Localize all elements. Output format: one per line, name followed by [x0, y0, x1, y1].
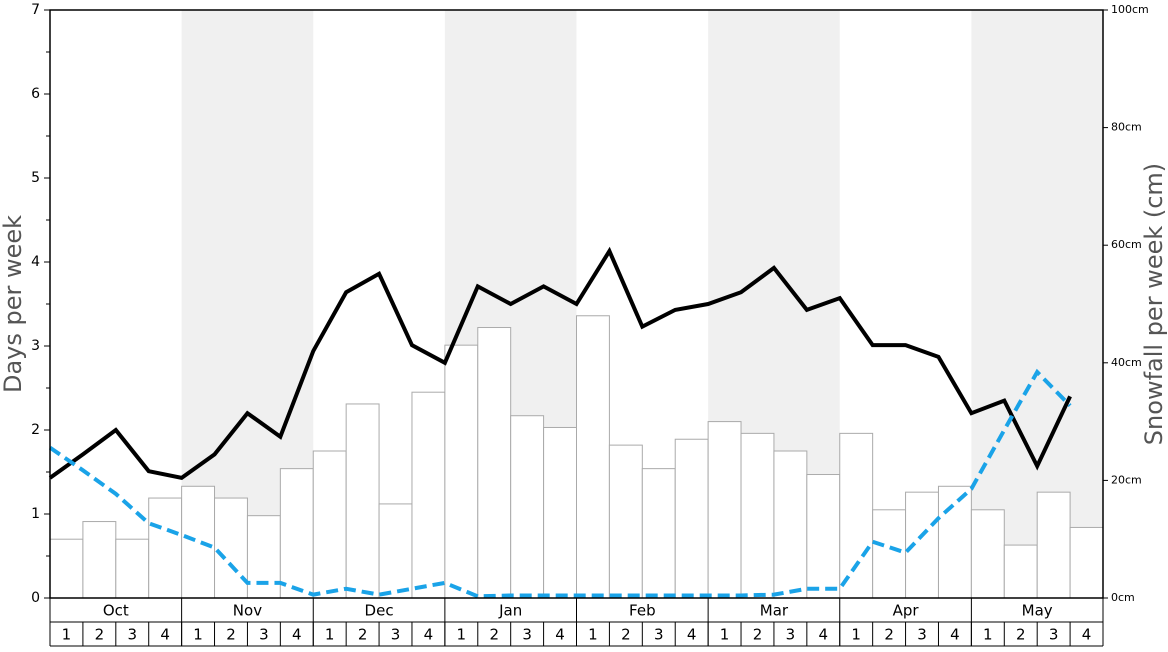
x-tick-label: 4	[950, 626, 960, 644]
y-tick-label: 5	[31, 170, 40, 186]
bar	[740, 432, 775, 599]
x-tick-label: 2	[358, 626, 368, 644]
bar	[411, 391, 446, 599]
x-tick-label: 3	[654, 626, 664, 644]
bar	[1036, 491, 1071, 599]
y2-tick-label: 40cm	[1111, 356, 1142, 369]
month-label: Oct	[103, 602, 129, 620]
x-tick-label: 2	[753, 626, 763, 644]
line	[48, 246, 1072, 481]
bar	[378, 503, 413, 599]
x-tick-label: 1	[851, 626, 861, 644]
bar	[937, 485, 972, 599]
x-tick-label: 3	[259, 626, 269, 644]
y2-tick-label: 20cm	[1111, 473, 1142, 486]
x-tick-label: 1	[588, 626, 598, 644]
bar	[510, 415, 545, 599]
y2-tick-label: 80cm	[1111, 121, 1142, 134]
x-tick-label: 4	[555, 626, 565, 644]
bar	[641, 468, 676, 599]
y-tick-label: 3	[31, 338, 40, 354]
month-label: May	[1022, 602, 1053, 620]
month-label: Apr	[893, 602, 920, 620]
bar	[214, 497, 248, 599]
x-tick-label: 4	[424, 626, 434, 644]
month-label: Nov	[233, 602, 262, 620]
x-tick-label: 1	[193, 626, 203, 644]
x-tick-label: 4	[1082, 626, 1092, 644]
x-tick-label: 3	[127, 626, 137, 644]
x-tick-label: 1	[720, 626, 730, 644]
bar	[477, 327, 512, 599]
x-tick-label: 4	[160, 626, 170, 644]
y-tick-label: 4	[31, 254, 40, 270]
y2-axis-label: Snowfall per week (cm)	[1140, 163, 1168, 445]
x-tick-label: 1	[457, 626, 467, 644]
bar	[707, 421, 742, 599]
bar	[181, 485, 216, 599]
y-tick-label: 1	[31, 506, 40, 522]
x-tick-label: 2	[621, 626, 631, 644]
bar	[773, 450, 808, 599]
bar	[246, 515, 281, 599]
bar	[82, 521, 117, 599]
bar	[1069, 526, 1104, 599]
y-tick-label: 0	[31, 590, 40, 606]
bar	[279, 468, 314, 599]
x-tick-label: 3	[786, 626, 796, 644]
y2-tick-label: 100cm	[1111, 3, 1149, 16]
x-tick-label: 4	[292, 626, 302, 644]
x-tick-label: 3	[917, 626, 927, 644]
y-axis-label: Days per week	[0, 215, 27, 393]
y-tick-label: 2	[31, 422, 40, 438]
x-tick-label: 3	[1049, 626, 1059, 644]
x-tick-label: 2	[226, 626, 236, 644]
y-tick-label: 6	[31, 86, 40, 102]
month-label: Feb	[629, 602, 656, 620]
bar	[115, 538, 150, 599]
bar	[148, 497, 183, 599]
x-tick-label: 4	[819, 626, 829, 644]
x-tick-label: 3	[522, 626, 532, 644]
bar	[1003, 544, 1038, 599]
bar	[543, 426, 577, 599]
x-tick-label: 2	[95, 626, 105, 644]
bar	[576, 315, 610, 599]
x-tick-label: 3	[391, 626, 401, 644]
line	[48, 368, 1072, 599]
bar	[444, 344, 479, 599]
bar	[872, 509, 907, 599]
month-label: Dec	[365, 602, 394, 620]
month-label: Mar	[760, 602, 789, 620]
x-tick-label: 1	[62, 626, 72, 644]
x-tick-label: 4	[687, 626, 697, 644]
bar	[839, 432, 874, 599]
bar	[806, 474, 841, 599]
bar	[674, 438, 709, 599]
bar	[608, 444, 643, 599]
x-tick-label: 1	[325, 626, 335, 644]
x-tick-label: 2	[489, 626, 499, 644]
y-tick-label: 7	[31, 2, 40, 18]
x-tick-label: 1	[983, 626, 993, 644]
bar	[345, 403, 380, 599]
x-tick-label: 2	[884, 626, 894, 644]
bar	[970, 509, 1005, 599]
y2-tick-label: 0cm	[1111, 591, 1135, 604]
month-label: Jan	[498, 602, 522, 620]
bar	[49, 538, 84, 599]
x-tick-label: 2	[1016, 626, 1026, 644]
y2-tick-label: 60cm	[1111, 238, 1142, 251]
bar	[312, 450, 347, 599]
